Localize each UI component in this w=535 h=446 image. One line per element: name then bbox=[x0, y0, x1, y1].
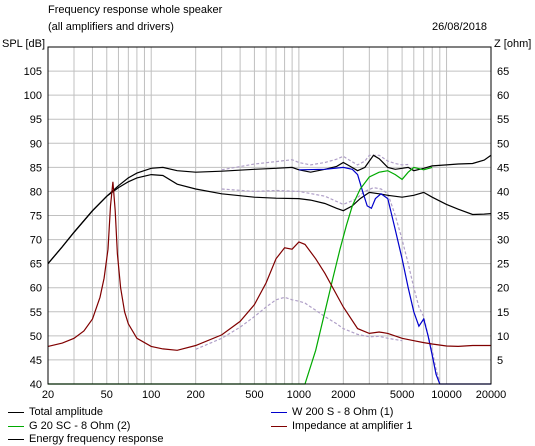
legend-item-impedance: Impedance at amplifier 1 bbox=[271, 419, 412, 433]
y-left-tick-label: 85 bbox=[30, 162, 42, 174]
x-tick-label: 20 bbox=[42, 389, 54, 401]
y-left-tick-label: 80 bbox=[30, 186, 42, 198]
y-right-tick-label: 60 bbox=[497, 90, 509, 102]
y-left-tick-label: 95 bbox=[30, 114, 42, 126]
y-right-tick-label: 55 bbox=[497, 114, 509, 126]
legend-swatch-woofer bbox=[271, 411, 287, 413]
plot-frame bbox=[47, 46, 492, 385]
y-left-tick-label: 40 bbox=[30, 379, 42, 391]
chart-date: 26/08/2018 bbox=[432, 21, 488, 33]
x-tick-label: 5000 bbox=[390, 389, 414, 401]
x-tick-label: 50 bbox=[101, 389, 113, 401]
right-axis-unit: Z [ohm] bbox=[494, 38, 532, 50]
y-right-tick-label: 10 bbox=[497, 331, 509, 343]
legend-label-total: Total amplitude bbox=[29, 406, 103, 418]
legend-swatch-tweeter bbox=[8, 425, 24, 427]
x-tick-label: 500 bbox=[245, 389, 263, 401]
y-left-tick-label: 100 bbox=[24, 90, 42, 102]
chart-title: Frequency response whole speaker bbox=[48, 4, 223, 16]
y-left-tick-label: 75 bbox=[30, 211, 42, 223]
legend-item-total: Total amplitude bbox=[8, 405, 103, 419]
y-right-tick-label: 30 bbox=[497, 235, 509, 247]
x-tick-label: 10000 bbox=[431, 389, 462, 401]
series-impedance bbox=[47, 181, 491, 351]
y-left-tick-label: 105 bbox=[24, 66, 42, 78]
left-axis-unit: SPL [dB] bbox=[2, 38, 46, 50]
y-right-tick-label: 35 bbox=[497, 211, 509, 223]
chart-subtitle: (all amplifiers and drivers) bbox=[48, 21, 174, 33]
legend-swatch-energy bbox=[8, 438, 24, 440]
x-tick-label: 1000 bbox=[287, 389, 311, 401]
y-right-tick-label: 65 bbox=[497, 66, 509, 78]
y-left-tick-label: 70 bbox=[30, 235, 42, 247]
x-tick-label: 20000 bbox=[476, 389, 507, 401]
x-tick-label: 2000 bbox=[331, 389, 355, 401]
legend-item-tweeter: G 20 SC - 8 Ohm (2) bbox=[8, 419, 130, 433]
y-right-tick-label: 20 bbox=[497, 283, 509, 295]
x-tick-label: 200 bbox=[186, 389, 204, 401]
y-right-tick-label: 50 bbox=[497, 138, 509, 150]
x-tick-label: 100 bbox=[142, 389, 160, 401]
y-right-tick-label: 45 bbox=[497, 162, 509, 174]
y-left-tick-label: 60 bbox=[30, 283, 42, 295]
y-left-tick-label: 45 bbox=[30, 355, 42, 367]
y-right-tick-label: 5 bbox=[497, 355, 503, 367]
series-woofer bbox=[298, 166, 491, 385]
legend-label-woofer: W 200 S - 8 Ohm (1) bbox=[292, 406, 394, 418]
legend-item-woofer: W 200 S - 8 Ohm (1) bbox=[271, 405, 393, 419]
series-tweeter bbox=[48, 166, 433, 385]
series-energy-response bbox=[47, 173, 492, 264]
legend-label-impedance: Impedance at amplifier 1 bbox=[292, 420, 413, 432]
y-right-tick-label: 25 bbox=[497, 259, 509, 271]
legend-item-energy: Energy frequency response bbox=[8, 432, 164, 446]
y-left-tick-label: 55 bbox=[30, 307, 42, 319]
y-right-tick-label: 40 bbox=[497, 186, 509, 198]
axis-layer: 20 50 100 200 500 1000 2000 5000 10000 20000 40 45 5… bbox=[24, 66, 510, 401]
legend-swatch-total bbox=[8, 411, 24, 413]
y-left-tick-label: 90 bbox=[30, 138, 42, 150]
legend-label-tweeter: G 20 SC - 8 Ohm (2) bbox=[29, 420, 131, 432]
legend-label-energy: Energy frequency response bbox=[29, 433, 164, 445]
legend-swatch-impedance bbox=[271, 425, 287, 427]
series-total-amplitude bbox=[47, 154, 492, 264]
y-left-tick-label: 65 bbox=[30, 259, 42, 271]
series-layer bbox=[47, 154, 492, 385]
y-left-tick-label: 50 bbox=[30, 331, 42, 343]
dotted-reference-curve bbox=[195, 296, 403, 350]
grid-layer bbox=[47, 47, 492, 385]
y-right-tick-label: 15 bbox=[497, 307, 509, 319]
